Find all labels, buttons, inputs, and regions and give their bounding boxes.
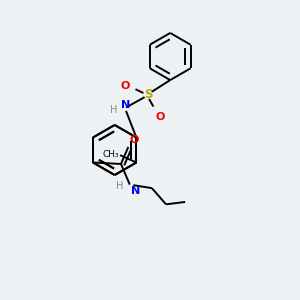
- Text: CH₃: CH₃: [102, 150, 119, 159]
- Text: O: O: [121, 81, 130, 91]
- Text: H: H: [116, 181, 123, 191]
- Text: N: N: [122, 100, 131, 110]
- Text: O: O: [155, 112, 165, 122]
- Text: N: N: [131, 186, 140, 196]
- Text: H: H: [110, 105, 117, 116]
- Text: O: O: [130, 135, 139, 145]
- Text: S: S: [144, 88, 152, 101]
